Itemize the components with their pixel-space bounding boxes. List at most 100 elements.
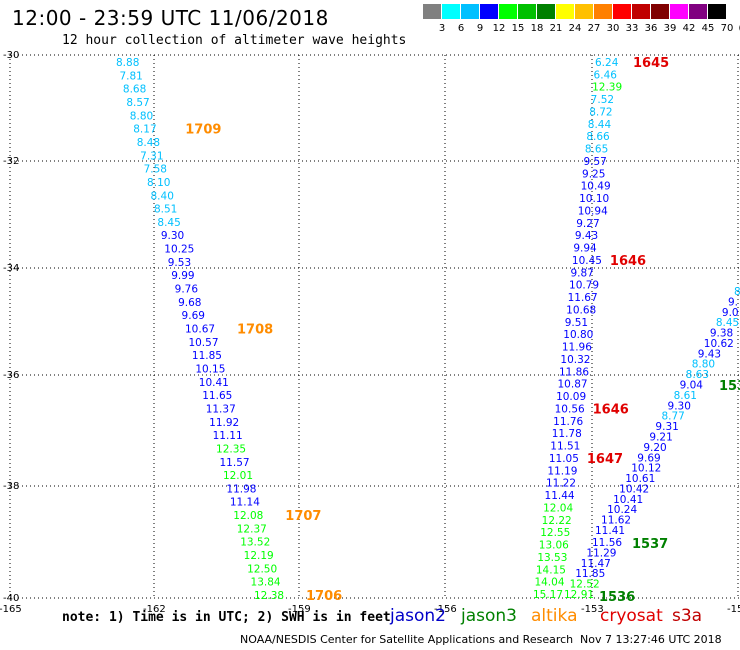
- wave-height-value: 10.45: [572, 255, 602, 267]
- lat-label: -32: [3, 156, 19, 167]
- wave-height-value: 9.94: [573, 243, 597, 255]
- legend-swatch: [461, 4, 479, 19]
- wave-height-value: 10.32: [560, 354, 590, 366]
- wave-height-value: 10.42: [619, 483, 649, 495]
- wave-height-value: 7.52: [591, 94, 614, 106]
- wave-height-value: 9.38: [710, 328, 733, 340]
- wave-height-value: 10.61: [625, 473, 655, 485]
- wave-height-value: 11.14: [230, 497, 260, 509]
- wave-height-value: 9.53: [168, 257, 191, 269]
- legend-swatch: [651, 4, 669, 19]
- lat-label: -30: [3, 50, 19, 61]
- lon-label: -159: [288, 604, 311, 615]
- footer-credit: NOAA/NESDIS Center for Satellite Applica…: [240, 633, 574, 646]
- wave-height-value: 8.10: [147, 177, 170, 189]
- pass-time-label: 1646: [593, 402, 629, 417]
- legend-swatch: [499, 4, 517, 19]
- wave-height-value: 11.85: [575, 568, 605, 580]
- wave-height-value: 9.51: [565, 317, 588, 329]
- legend-label: (ft): [735, 23, 740, 34]
- legend-swatch: [537, 4, 555, 19]
- satellite-label-jason3: jason3: [461, 606, 517, 626]
- wave-height-value: 10.79: [569, 280, 599, 292]
- wave-height-value: 10.80: [563, 329, 593, 341]
- pass-time-label: 1645: [633, 56, 669, 71]
- legend-label: 36: [644, 23, 658, 34]
- wave-height-value: 9.76: [175, 284, 199, 296]
- wave-height-value: 10.94: [578, 205, 608, 217]
- lon-label: -162: [143, 604, 166, 615]
- wave-height-value: 9.87: [570, 267, 593, 279]
- wave-height-value: 11.37: [206, 403, 236, 415]
- wave-height-value: 10.62: [704, 338, 734, 350]
- lat-label: -38: [3, 481, 19, 492]
- pass-time-label: 1709: [185, 123, 221, 138]
- wave-height-value: 12.39: [592, 82, 622, 94]
- wave-height-value: 11.98: [226, 483, 256, 495]
- wave-height-value: 11.86: [559, 366, 589, 378]
- wave-height-value: 13.53: [537, 552, 567, 564]
- legend-label: 30: [606, 23, 620, 34]
- lon-label: -156: [434, 604, 457, 615]
- pass-time-label: 1646: [610, 254, 646, 269]
- wave-height-value: 11.57: [220, 457, 250, 469]
- wave-height-value: 9.: [728, 296, 738, 308]
- legend-label: 42: [682, 23, 696, 34]
- legend-swatch: [518, 4, 536, 19]
- wave-height-value: 12.55: [540, 527, 570, 539]
- satellite-label-altika: altika: [531, 606, 578, 626]
- wave-height-value: 14.15: [536, 564, 566, 576]
- wave-height-value: 11.41: [595, 525, 625, 537]
- wave-height-value: 8.65: [585, 144, 608, 156]
- wave-height-value: 9.0: [722, 307, 739, 319]
- wave-height-value: 8.40: [151, 190, 174, 202]
- wave-height-value: 15.17: [533, 589, 563, 601]
- wave-height-value: 8.66: [586, 131, 610, 143]
- wave-height-value: 12.37: [237, 523, 267, 535]
- wave-height-value: 8.68: [123, 84, 146, 96]
- wave-height-value: 10.67: [185, 324, 215, 336]
- wave-height-value: 11.85: [192, 350, 222, 362]
- wave-height-value: 9.99: [171, 270, 194, 282]
- lon-label: -153: [581, 604, 604, 615]
- wave-height-value: 12.08: [233, 510, 263, 522]
- wave-height-value: 10.25: [164, 244, 194, 256]
- wave-height-value: 9.69: [182, 310, 205, 322]
- wave-height-value: 12.04: [543, 502, 573, 514]
- wave-height-value: 8.61: [674, 390, 697, 402]
- wave-height-value: 10.49: [581, 181, 611, 193]
- wave-height-value: 10.57: [188, 337, 218, 349]
- wave-height-value: 13.84: [251, 577, 281, 589]
- wave-height-value: 10.09: [556, 391, 586, 403]
- wave-height-value: 12.01: [223, 470, 253, 482]
- wave-height-value: 10.87: [558, 379, 588, 391]
- wave-height-value: 9.43: [698, 348, 721, 360]
- wave-height-value: 9.21: [649, 431, 672, 443]
- satellite-label-jason2: jason2: [390, 606, 446, 626]
- wave-height-value: 11.96: [562, 342, 592, 354]
- wave-height-value: 9.57: [583, 156, 606, 168]
- wave-height-value: 8.80: [130, 110, 153, 122]
- wave-height-value: 11.22: [546, 478, 576, 490]
- legend-swatch: [556, 4, 574, 19]
- wave-height-value: 9.31: [655, 421, 678, 433]
- wave-height-value: 8.17: [133, 124, 156, 136]
- wave-height-value: 11.51: [550, 441, 580, 453]
- legend-label: 12: [492, 23, 506, 34]
- wave-height-value: 11.76: [553, 416, 583, 428]
- legend-swatch: [613, 4, 631, 19]
- lon-label: -15: [727, 604, 740, 615]
- wave-height-value: 8.77: [661, 411, 684, 423]
- legend-label: 45: [701, 23, 715, 34]
- footer-timestamp: Nov 7 13:27:46 UTC 2018: [580, 633, 722, 646]
- pass-time-label: 1537: [632, 537, 668, 552]
- wave-height-value: 11.67: [568, 292, 598, 304]
- wave-height-value: 12.50: [247, 563, 277, 575]
- wave-height-value: 13.06: [539, 540, 569, 552]
- wave-height-value: 12.91: [564, 589, 594, 601]
- wave-height-value: 9.04: [680, 380, 704, 392]
- legend-swatch: [594, 4, 612, 19]
- pass-time-label: 1706: [306, 589, 342, 604]
- wave-height-value: 8.80: [692, 359, 715, 371]
- pass-time-label: 1707: [285, 509, 321, 524]
